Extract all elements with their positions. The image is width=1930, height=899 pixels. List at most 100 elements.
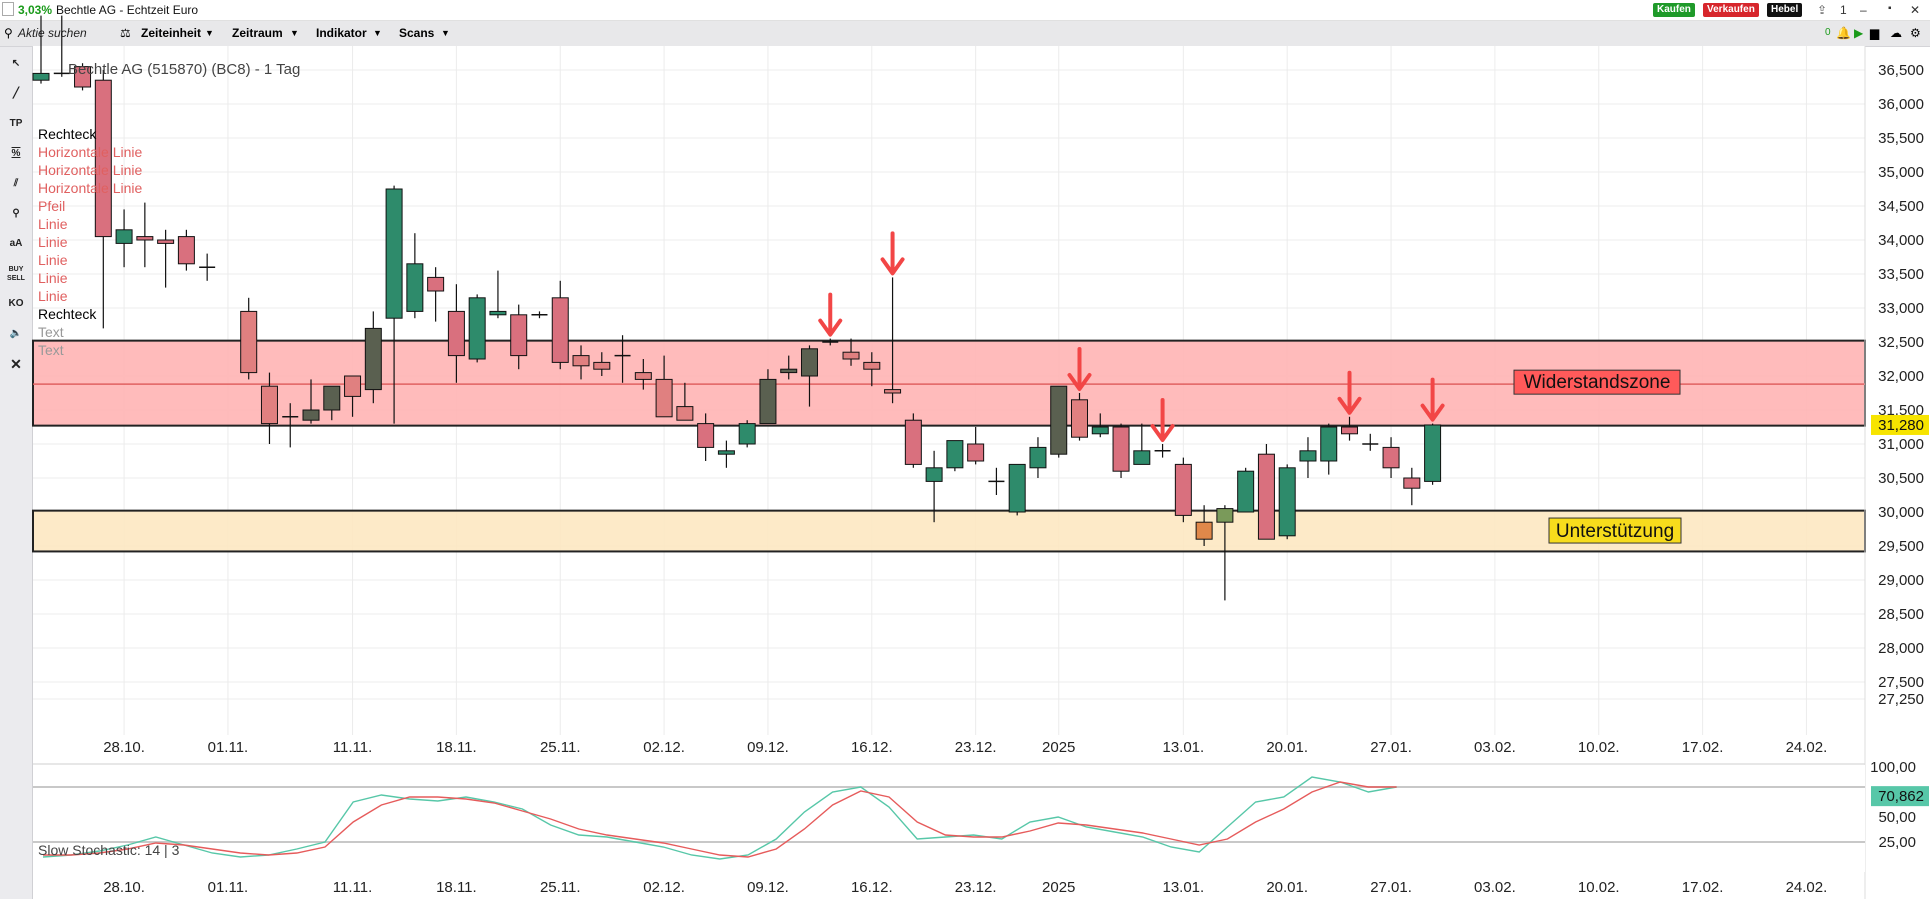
menu-zeiteinheit[interactable]: Zeiteinheit [141, 26, 202, 40]
channel-tool[interactable]: ⫽ [4, 173, 28, 195]
chevron-down-icon[interactable]: ▼ [290, 28, 299, 38]
share-icon[interactable]: ⇪ [1817, 3, 1828, 17]
x-tick-label-bottom: 24.02. [1786, 879, 1828, 896]
y-tick-label: 36,500 [1878, 62, 1924, 79]
chevron-down-icon[interactable]: ▼ [205, 28, 214, 38]
x-tick-label-bottom: 02.12. [643, 879, 685, 896]
oscillator-title: Slow Stochastic: 14 | 3 [38, 842, 180, 858]
play-icon[interactable]: ▶ [1854, 26, 1864, 40]
folder-icon[interactable]: ▆ [1870, 26, 1880, 40]
chevron-down-icon[interactable]: ▼ [373, 28, 382, 38]
candle-body [717, 450, 735, 455]
candle-body [240, 310, 258, 374]
drawing-object-item[interactable]: Text [38, 342, 64, 358]
line-tool[interactable]: ╱ [4, 83, 28, 105]
candle-body [572, 355, 590, 367]
candle-body [1299, 450, 1317, 462]
last-price-badge [1871, 414, 1929, 435]
candle-body [842, 351, 860, 360]
text-tool[interactable]: aA [9, 238, 23, 249]
menu-zeitraum[interactable]: Zeitraum [232, 26, 283, 40]
speaker-icon: 🔈 [9, 328, 23, 339]
candle-body [634, 372, 652, 380]
arrow-marker [880, 231, 905, 276]
sound-tool[interactable]: 🔈 [4, 323, 28, 345]
close-button[interactable]: ✕ [1910, 3, 1921, 17]
candle-body [676, 406, 694, 421]
candle-body [967, 443, 985, 462]
osc-last-value-badge [1871, 786, 1929, 807]
candle-body [1195, 521, 1213, 540]
y-tick-label: 30,500 [1878, 470, 1924, 487]
candle-body [1133, 450, 1151, 465]
candle-body [427, 276, 445, 292]
x-tick-label: 11.11. [333, 739, 372, 756]
y-tick-label: 27,500 [1878, 674, 1924, 691]
arrow-marker [1337, 370, 1362, 415]
buy-button[interactable]: Kaufen [1653, 3, 1695, 17]
bell-icon[interactable]: 🔔 [1836, 26, 1851, 40]
candle-body [759, 378, 777, 425]
drawing-object-item[interactable]: Text [38, 324, 64, 340]
osc-y-tick-label: 50,00 [1878, 809, 1916, 826]
candle-body [32, 72, 50, 81]
x-tick-label-bottom: 16.12. [851, 879, 893, 896]
y-tick-label: 33,000 [1878, 300, 1924, 317]
drawing-object-item[interactable]: Horizontale Linie [38, 162, 143, 178]
candle-body [904, 419, 922, 465]
menu-scans[interactable]: Scans [399, 26, 435, 40]
cursor-tool[interactable]: ↖ [4, 53, 28, 75]
x-tick-label-bottom: 01.11. [208, 879, 249, 896]
x-tick-label-bottom: 25.11. [540, 879, 581, 896]
x-tick-label-bottom: 2025 [1042, 879, 1075, 896]
restore-button[interactable]: ▪ [1888, 3, 1892, 14]
candle-body [323, 385, 341, 411]
search-input[interactable]: Aktie suchen [18, 26, 87, 40]
y-tick-label: 35,000 [1878, 164, 1924, 181]
status-count: 0 [1825, 27, 1831, 38]
fibonacci-tool[interactable]: % [11, 148, 21, 159]
drawing-object-item[interactable]: Horizontale Linie [38, 144, 143, 160]
x-tick-label-bottom: 03.02. [1474, 879, 1516, 896]
leverage-button[interactable]: Hebel [1767, 3, 1803, 17]
zoom-tool[interactable]: ⚲ [4, 203, 28, 225]
drawing-object-item[interactable]: Pfeil [38, 198, 66, 214]
cloud-icon[interactable]: ☁ [1890, 26, 1902, 40]
sell-button[interactable]: Verkaufen [1703, 3, 1759, 17]
drawing-object-item[interactable]: Linie [38, 216, 68, 232]
drawing-object-item[interactable]: Linie [38, 288, 68, 304]
osc-y-tick-label: 25,00 [1878, 834, 1916, 851]
y-tick-label: 32,000 [1878, 368, 1924, 385]
line-icon: ╱ [12, 88, 20, 99]
drawing-object-item[interactable]: Rechteck [38, 126, 97, 142]
chevron-down-icon[interactable]: ▼ [441, 28, 450, 38]
y-tick-label: 36,000 [1878, 96, 1924, 113]
x-tick-label: 09.12. [747, 739, 789, 756]
x-tick-label-bottom: 20.01. [1266, 879, 1308, 896]
minimize-button[interactable]: – [1860, 3, 1867, 17]
drawing-object-item[interactable]: Linie [38, 234, 68, 250]
menu-indikator[interactable]: Indikator [316, 26, 367, 40]
delete-tool[interactable]: ✕ [4, 353, 28, 375]
x-tick-label: 18.11. [436, 739, 477, 756]
x-tick-label-bottom: 27.01. [1370, 879, 1412, 896]
tp-tool[interactable]: TP [9, 118, 23, 129]
x-tick-label: 23.12. [955, 739, 997, 756]
search-icon[interactable]: ⚲ [4, 26, 13, 40]
drawing-object-item[interactable]: Linie [38, 252, 68, 268]
x-tick-label: 28.10. [103, 739, 145, 756]
x-tick-label-bottom: 13.01. [1162, 879, 1204, 896]
resistance-label-box [1513, 369, 1681, 395]
arrow-marker [1420, 377, 1445, 422]
x-tick-label: 20.01. [1266, 739, 1308, 756]
candle-body [136, 236, 154, 241]
y-tick-label: 28,000 [1878, 640, 1924, 657]
y-tick-label: 32,500 [1878, 334, 1924, 351]
drawing-object-item[interactable]: Linie [38, 270, 68, 286]
drawing-object-item[interactable]: Rechteck [38, 306, 97, 322]
buysell-tool[interactable]: BUY SELL [7, 266, 25, 282]
drawing-object-item[interactable]: Horizontale Linie [38, 180, 143, 196]
gear-icon[interactable]: ⚙ [1910, 26, 1921, 40]
ko-tool[interactable]: KO [8, 298, 24, 309]
